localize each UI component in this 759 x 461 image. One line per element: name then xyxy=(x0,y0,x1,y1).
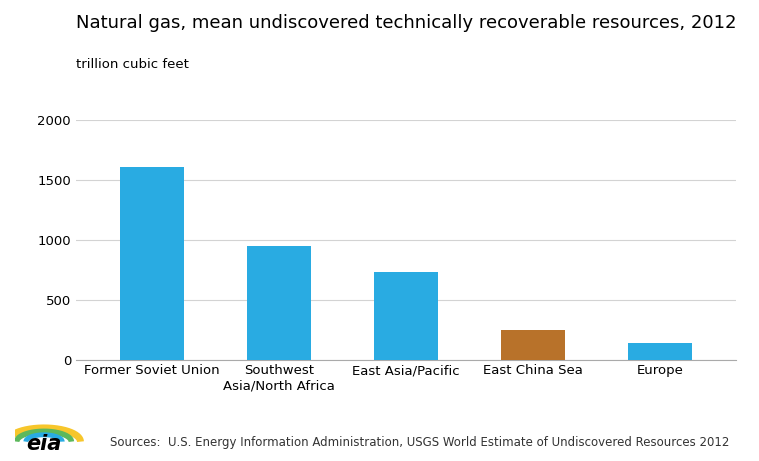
Text: eia: eia xyxy=(27,434,61,454)
Text: Natural gas, mean undiscovered technically recoverable resources, 2012: Natural gas, mean undiscovered technical… xyxy=(76,14,736,32)
Bar xyxy=(247,246,311,360)
Bar xyxy=(628,343,691,360)
Bar xyxy=(501,330,565,360)
Bar xyxy=(121,167,184,360)
Bar xyxy=(374,272,438,360)
Text: Sources:  U.S. Energy Information Administration, USGS World Estimate of Undisco: Sources: U.S. Energy Information Adminis… xyxy=(110,437,729,449)
Text: trillion cubic feet: trillion cubic feet xyxy=(76,58,189,71)
